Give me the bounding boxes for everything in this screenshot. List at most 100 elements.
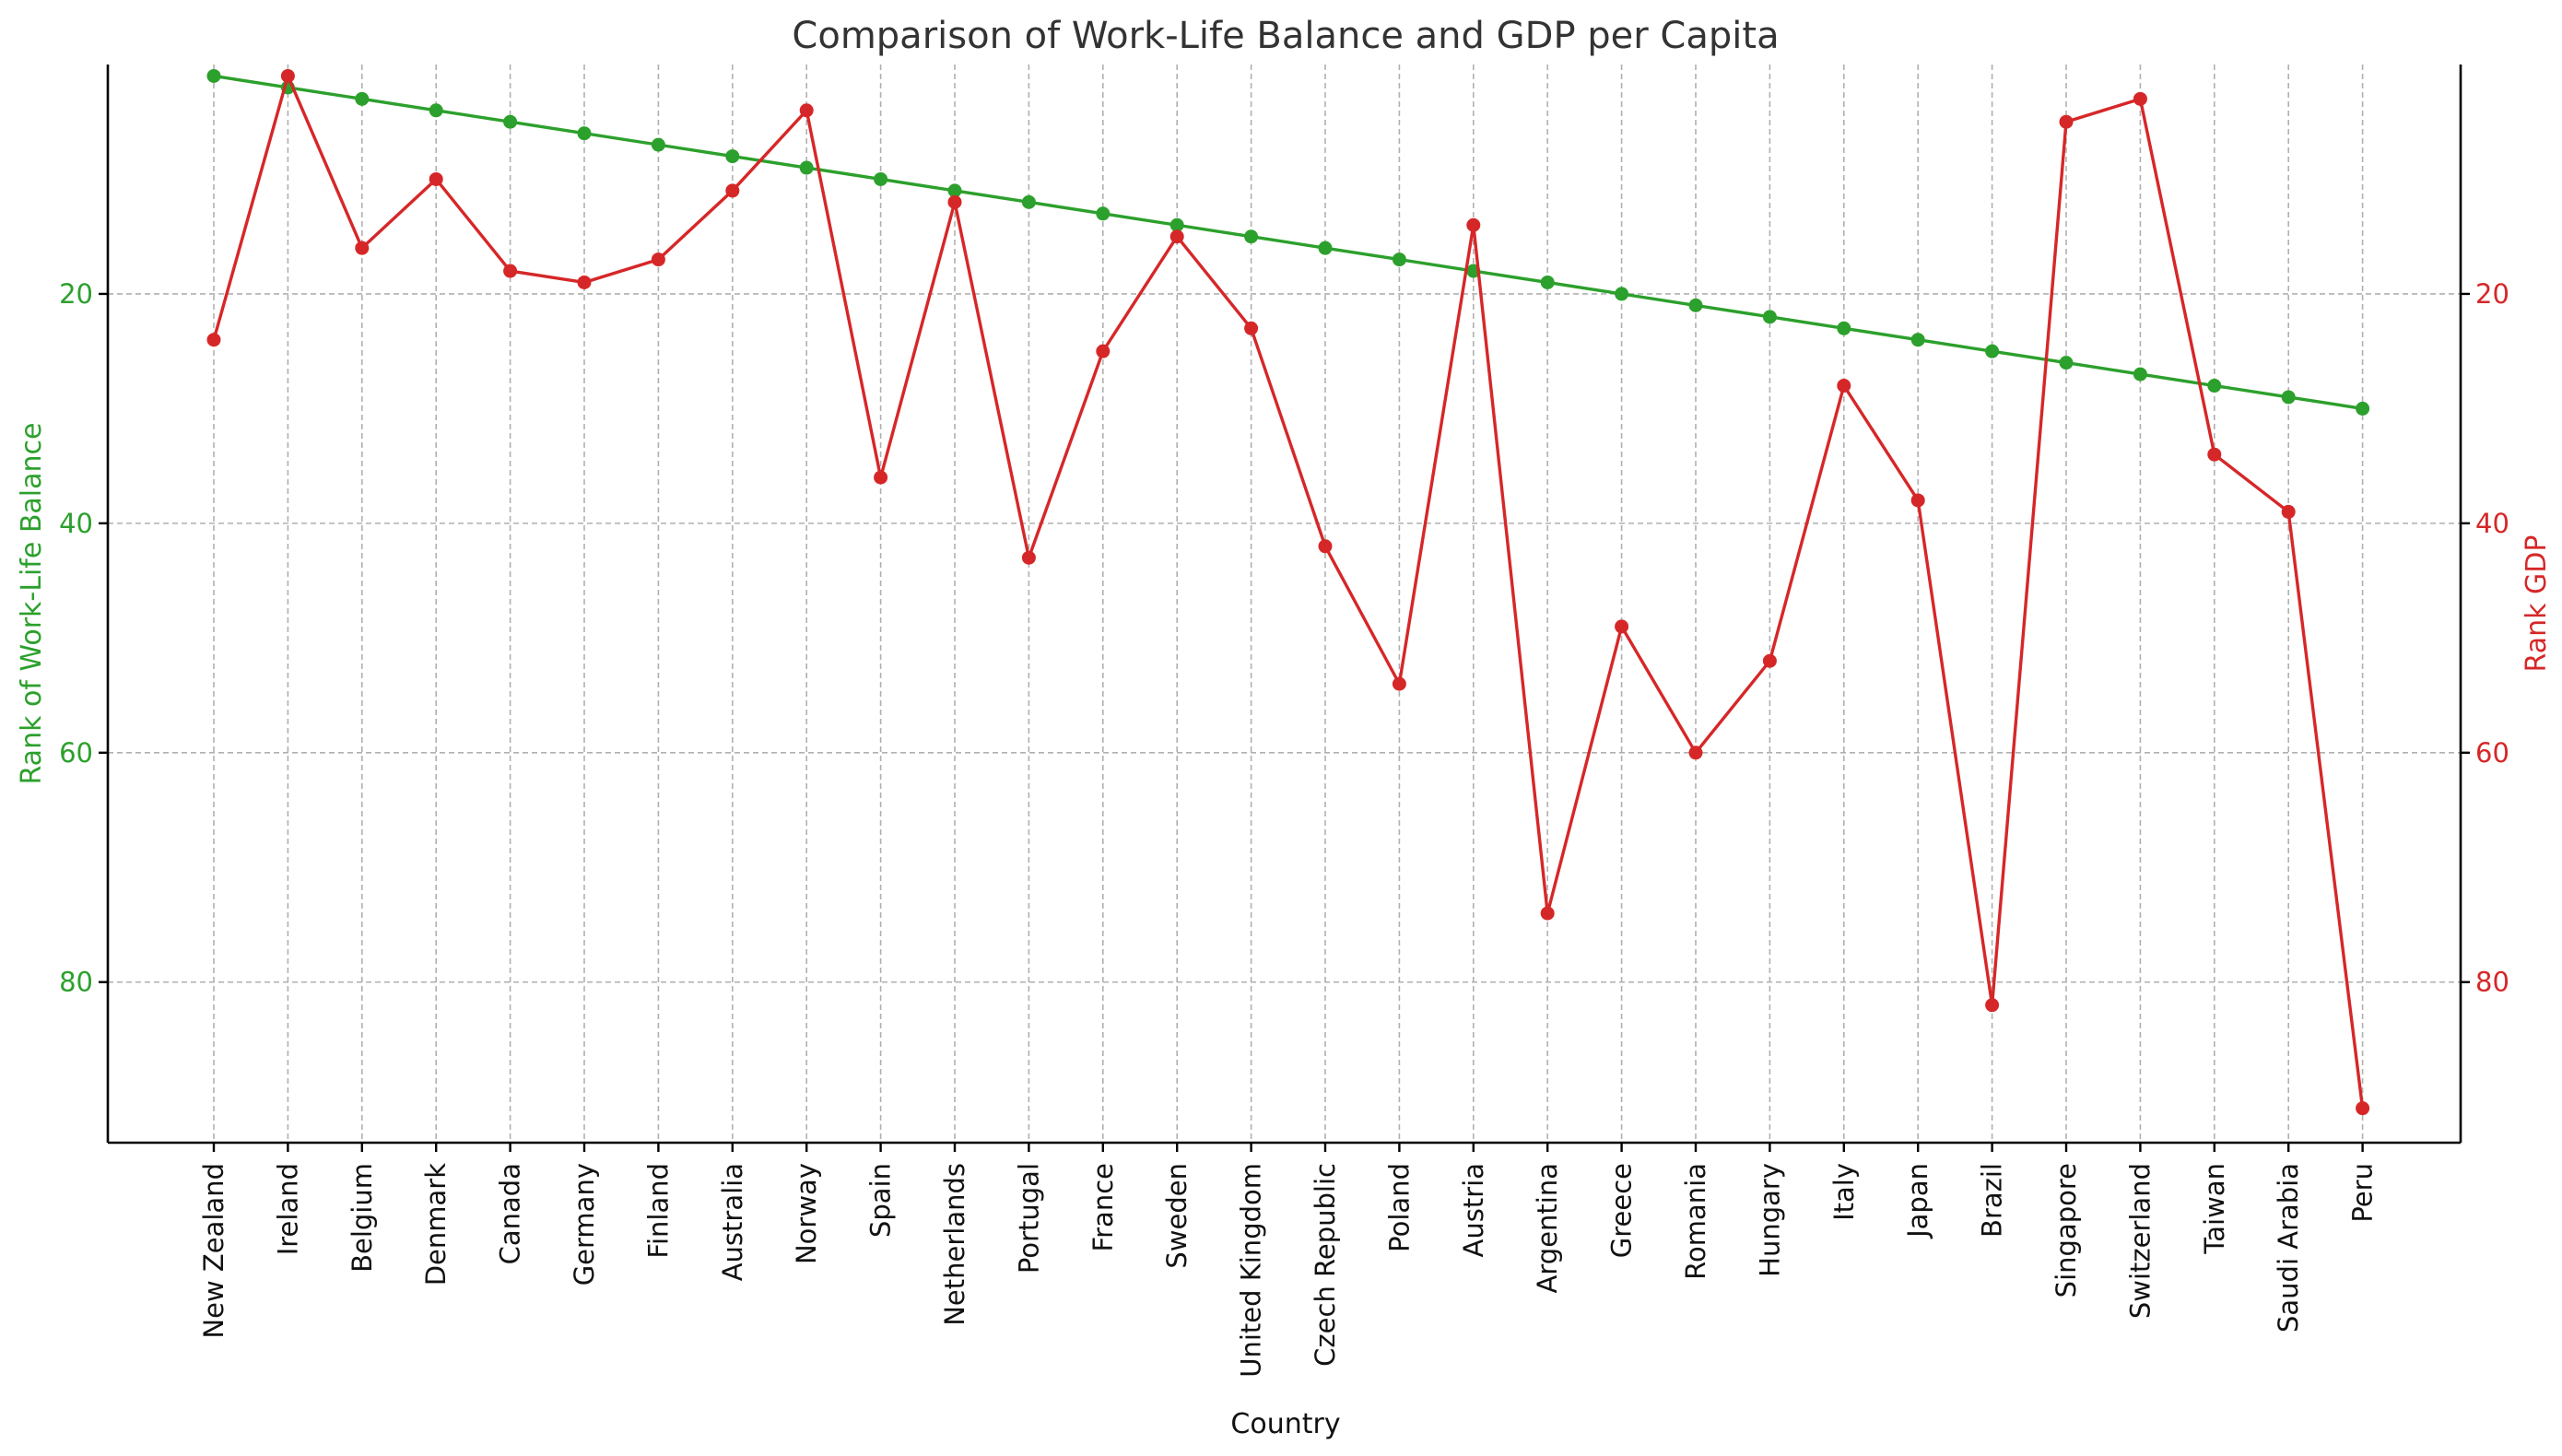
work-life-point	[1540, 275, 1555, 289]
x-tick-label: Hungary	[1754, 1163, 1785, 1277]
x-tick-label: United Kingdom	[1236, 1163, 1267, 1378]
work-life-point	[2207, 379, 2222, 393]
y-left-tick-label: 80	[59, 967, 93, 998]
series-layer	[206, 68, 2370, 1116]
gdp-point	[577, 275, 592, 289]
work-life-point	[2133, 367, 2147, 382]
gdp-point	[2356, 1101, 2370, 1116]
x-tick-label: New Zealand	[198, 1163, 229, 1339]
gdp-point	[1021, 550, 1036, 565]
gdp-point	[2207, 447, 2222, 462]
x-tick-label: Italy	[1828, 1163, 1860, 1221]
work-life-point	[429, 103, 443, 118]
x-tick-label: Romania	[1680, 1163, 1711, 1280]
y-right-tick-label: 80	[2475, 967, 2509, 998]
work-life-point	[577, 126, 592, 141]
y-right-tick-label: 40	[2475, 508, 2509, 539]
gdp-point	[280, 68, 295, 83]
x-tick-label: Ireland	[272, 1163, 303, 1255]
gdp-series-line	[212, 74, 2365, 1109]
work-life-point	[947, 183, 962, 198]
y-left-tick-label: 20	[59, 278, 93, 310]
x-tick-label: Taiwan	[2199, 1163, 2230, 1255]
work-life-point	[1096, 206, 1111, 221]
y-right-tick-label: 20	[2475, 278, 2509, 310]
work-life-point	[725, 149, 740, 164]
y-left-tick-label: 40	[59, 508, 93, 539]
y-axis-left-label: Rank of Work-Life Balance	[16, 423, 48, 785]
work-life-point	[1318, 241, 1333, 255]
x-tick-label: Australia	[717, 1163, 748, 1281]
gdp-point	[1318, 539, 1333, 554]
work-life-point	[1244, 229, 1259, 244]
gdp-point	[947, 194, 962, 209]
work-life-point	[1910, 333, 1925, 347]
work-life-point	[1615, 287, 1629, 301]
gdp-point	[1985, 998, 2000, 1013]
gdp-point	[1540, 906, 1555, 921]
work-life-point	[503, 114, 518, 129]
gdp-point	[1244, 321, 1259, 335]
work-life-point	[2059, 356, 2074, 370]
work-life-series-line	[213, 74, 2363, 411]
x-tick-label: Peru	[2347, 1163, 2379, 1223]
work-life-point	[874, 171, 888, 186]
gdp-point	[1615, 619, 1629, 634]
x-axis-label: Country	[1230, 1408, 1340, 1440]
gdp-point	[725, 183, 740, 198]
work-life-point	[1021, 194, 1036, 209]
work-life-point	[206, 68, 221, 83]
tick-layer: New Zealand Ireland Belgium Denmark Canada Ge…	[59, 278, 2509, 1378]
gdp-point	[2281, 504, 2296, 519]
y-right-tick-label: 60	[2475, 737, 2509, 769]
work-life-point	[799, 160, 814, 175]
gdp-point	[799, 103, 814, 118]
y-left-tick-label: 60	[59, 737, 93, 769]
x-tick-label: Netherlands	[939, 1163, 970, 1326]
x-tick-label: Czech Republic	[1310, 1163, 1341, 1367]
gdp-point	[429, 171, 443, 186]
work-life-point	[1392, 252, 1406, 267]
x-tick-label: Argentina	[1532, 1163, 1563, 1293]
x-tick-label: Norway	[791, 1163, 822, 1264]
gdp-point	[206, 333, 221, 347]
x-tick-label: Spain	[865, 1163, 897, 1238]
x-tick-label: Japan	[1902, 1163, 1933, 1239]
gdp-point	[1910, 493, 1925, 508]
chart-title: Comparison of Work-Life Balance and GDP …	[792, 15, 1779, 57]
x-tick-label: Belgium	[347, 1163, 378, 1273]
x-tick-label: Denmark	[420, 1163, 452, 1286]
work-life-point	[651, 137, 665, 152]
x-tick-label: Brazil	[1977, 1163, 2008, 1238]
axes-frame	[106, 65, 2462, 1145]
y-axis-right-label: Rank GDP	[2521, 535, 2553, 673]
work-life-point	[1688, 298, 1703, 312]
work-life-point	[1985, 344, 2000, 358]
work-life-point	[355, 91, 370, 106]
gdp-point	[2059, 114, 2074, 129]
work-life-point	[1169, 217, 1184, 232]
gdp-point	[2133, 91, 2147, 106]
x-tick-label: Poland	[1383, 1163, 1415, 1252]
gdp-point	[1096, 344, 1111, 358]
gdp-point	[503, 264, 518, 278]
x-tick-label: Austria	[1458, 1163, 1489, 1257]
x-tick-label: Sweden	[1161, 1163, 1193, 1269]
work-life-point	[2281, 390, 2296, 405]
grid-layer	[108, 65, 2461, 1143]
gdp-point	[1762, 653, 1777, 668]
x-tick-label: Finland	[642, 1163, 674, 1259]
gdp-point	[1169, 229, 1184, 244]
work-life-point	[2356, 401, 2370, 416]
x-tick-label: France	[1087, 1163, 1119, 1251]
work-life-point	[1762, 310, 1777, 324]
work-life-point	[1837, 321, 1851, 335]
x-tick-label: Canada	[495, 1163, 526, 1264]
x-tick-label: Saudi Arabia	[2273, 1163, 2304, 1333]
gdp-point	[874, 470, 888, 485]
gdp-point	[355, 241, 370, 255]
gdp-point	[1392, 676, 1406, 691]
gdp-point	[1837, 379, 1851, 393]
